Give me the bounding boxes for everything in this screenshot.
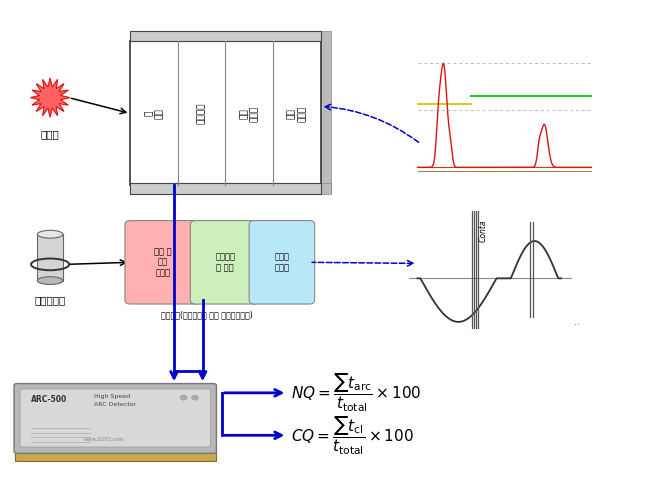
Text: ..: ..	[574, 317, 580, 327]
FancyBboxPatch shape	[249, 221, 315, 304]
Bar	[37, 234, 63, 281]
Text: Conta: Conta	[479, 220, 488, 243]
Text: ARC-500: ARC-500	[31, 395, 67, 404]
FancyBboxPatch shape	[20, 389, 210, 447]
Bar	[130, 183, 321, 194]
Text: 신호
처리부: 신호 처리부	[240, 105, 259, 122]
FancyBboxPatch shape	[190, 221, 260, 304]
Bar	[15, 450, 216, 461]
Circle shape	[180, 395, 187, 400]
Text: 통신
처리부: 통신 처리부	[287, 105, 307, 122]
Ellipse shape	[37, 277, 63, 285]
Text: $NQ = \dfrac{\sum t_{\mathrm{arc}}}{t_{\mathrm{total}}} \times 100$: $NQ = \dfrac{\sum t_{\mathrm{arc}}}{t_{\…	[291, 371, 421, 414]
Text: ARC Detector: ARC Detector	[94, 402, 136, 407]
Ellipse shape	[37, 230, 63, 238]
Text: 고압케이블: 고압케이블	[35, 295, 65, 305]
Bar	[136, 183, 331, 194]
Text: $CQ = \dfrac{\sum t_{\mathrm{cl}}}{t_{\mathrm{total}}} \times 100$: $CQ = \dfrac{\sum t_{\mathrm{cl}}}{t_{\m…	[291, 414, 413, 457]
Text: 광중배관: 광중배관	[197, 102, 206, 124]
Circle shape	[192, 395, 198, 400]
Text: 전류센서(클램프미터 또는 로고스키코일): 전류센서(클램프미터 또는 로고스키코일)	[161, 310, 253, 319]
Text: 매칭 및
신호
증폭기: 매칭 및 신호 증폭기	[154, 247, 172, 277]
Bar	[321, 31, 331, 193]
Bar	[130, 31, 321, 41]
Text: 데이터
송신부: 데이터 송신부	[275, 253, 289, 272]
Text: 로
미터: 로 미터	[144, 108, 164, 119]
Bar	[130, 41, 321, 185]
Text: High Speed: High Speed	[94, 394, 130, 399]
FancyBboxPatch shape	[125, 221, 201, 304]
Text: 아크광: 아크광	[41, 129, 59, 139]
FancyBboxPatch shape	[14, 384, 216, 453]
Text: 신호취득
및 처리: 신호취득 및 처리	[215, 253, 235, 272]
Text: www.2GYO.com: www.2GYO.com	[84, 437, 124, 442]
Polygon shape	[31, 78, 69, 117]
